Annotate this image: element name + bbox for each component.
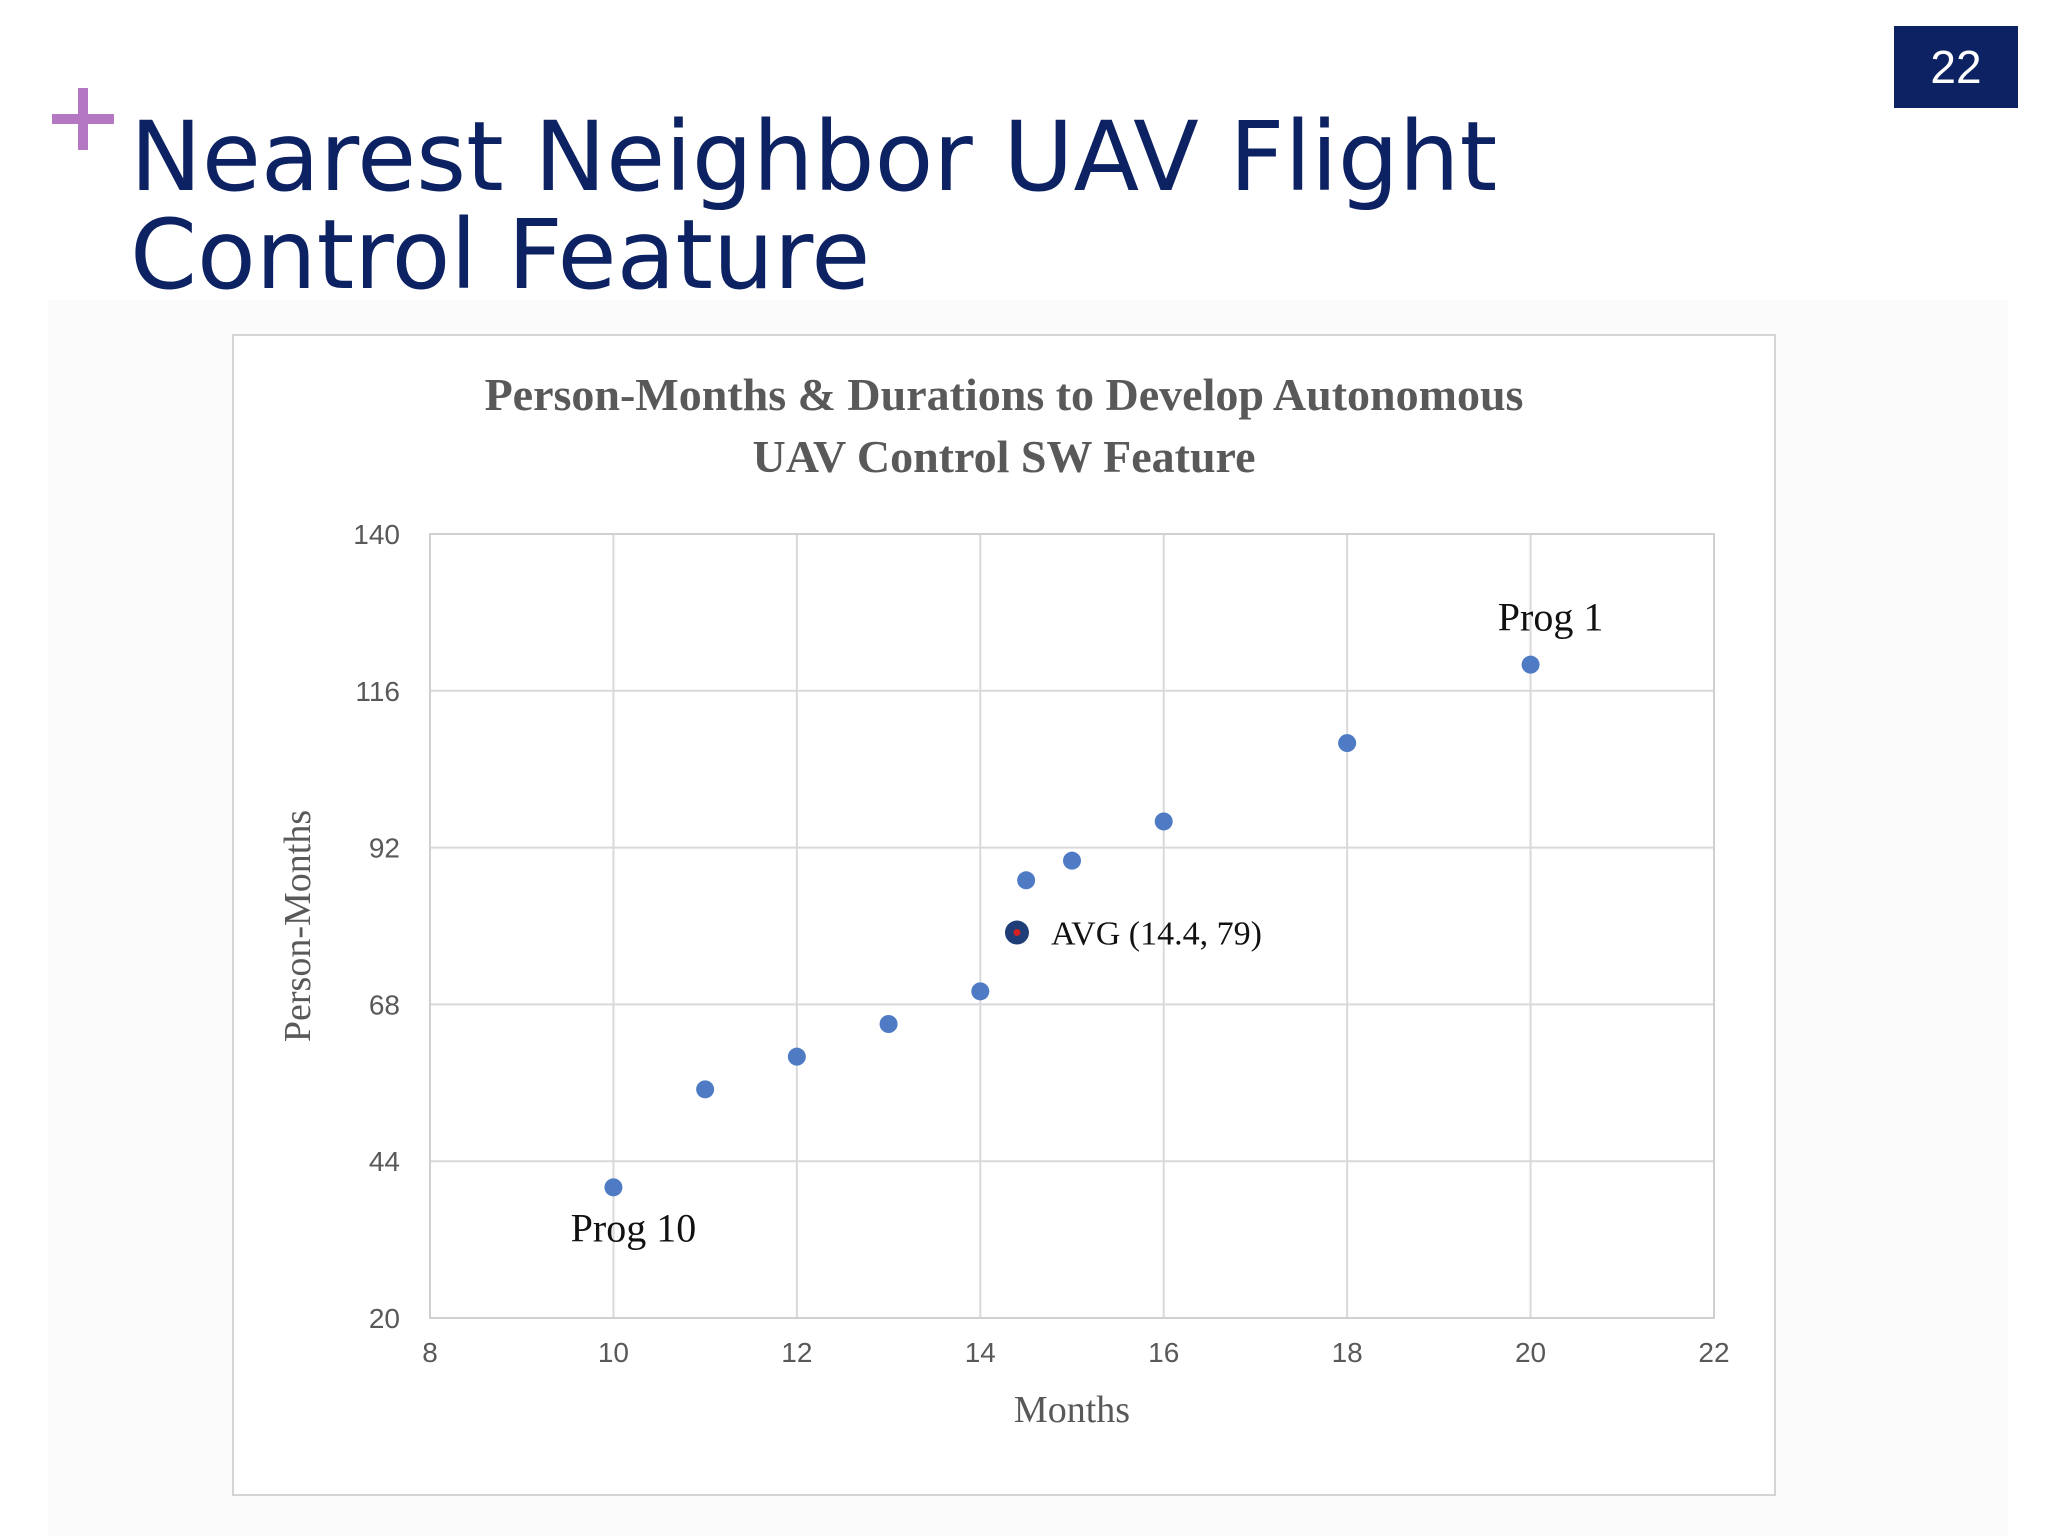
annotation-average: AVG (14.4, 79) bbox=[1051, 916, 1262, 953]
data-points bbox=[604, 655, 1540, 1197]
x-tick-label: 10 bbox=[598, 1337, 629, 1368]
y-tick-label: 20 bbox=[369, 1303, 400, 1334]
slide-title-line-2: Control Feature bbox=[130, 199, 871, 311]
plot-area-border bbox=[429, 533, 1715, 1319]
y-axis-label: Person-Months bbox=[277, 810, 319, 1042]
data-point bbox=[604, 1178, 623, 1197]
slide-title-line-1: Nearest Neighbor UAV Flight bbox=[130, 101, 1498, 213]
data-point bbox=[1338, 734, 1357, 753]
y-tick-label: 92 bbox=[369, 833, 400, 864]
y-tick-label: 44 bbox=[369, 1146, 400, 1177]
x-axis-label: Months bbox=[1014, 1389, 1130, 1431]
scatter-chart: Person-Months & Durations to Develop Aut… bbox=[277, 369, 1730, 1431]
average-marker bbox=[1004, 920, 1029, 945]
annotation-prog-10: Prog 10 bbox=[571, 1205, 697, 1250]
data-point bbox=[696, 1080, 715, 1099]
slide-title: Nearest Neighbor UAV Flight Control Feat… bbox=[130, 108, 1830, 304]
y-tick-label: 68 bbox=[369, 989, 400, 1020]
plus-icon bbox=[52, 88, 114, 150]
data-point bbox=[879, 1015, 898, 1033]
data-point bbox=[1154, 812, 1173, 831]
y-tick-label: 140 bbox=[353, 519, 400, 550]
x-tick-label: 18 bbox=[1332, 1337, 1363, 1368]
annotations: Prog 1 Prog 10 AVG (14.4, 79) bbox=[571, 595, 1604, 1251]
chart-title-line-2: UAV Control SW Feature bbox=[752, 431, 1255, 482]
chart-frame: Person-Months & Durations to Develop Aut… bbox=[232, 334, 1776, 1496]
data-point bbox=[1017, 871, 1036, 890]
chart-title-line-1: Person-Months & Durations to Develop Aut… bbox=[485, 369, 1524, 420]
x-tick-label: 14 bbox=[965, 1337, 996, 1368]
x-tick-label: 8 bbox=[422, 1337, 438, 1368]
page-number-badge: 22 bbox=[1894, 26, 2018, 108]
x-tick-label: 16 bbox=[1148, 1337, 1179, 1368]
x-tick-label: 20 bbox=[1515, 1337, 1546, 1368]
data-point bbox=[1063, 851, 1081, 870]
y-tick-label: 116 bbox=[355, 676, 400, 707]
average-point-center bbox=[1013, 929, 1021, 937]
data-point bbox=[971, 982, 990, 1001]
data-point bbox=[787, 1047, 806, 1066]
annotation-prog-1: Prog 1 bbox=[1498, 595, 1604, 640]
x-tick-label: 12 bbox=[781, 1337, 812, 1368]
x-tick-label: 22 bbox=[1698, 1337, 1729, 1368]
data-point bbox=[1521, 655, 1540, 674]
tick-labels: 8 10 12 14 16 18 20 22 20 44 68 92 116 140 bbox=[353, 519, 1729, 1368]
